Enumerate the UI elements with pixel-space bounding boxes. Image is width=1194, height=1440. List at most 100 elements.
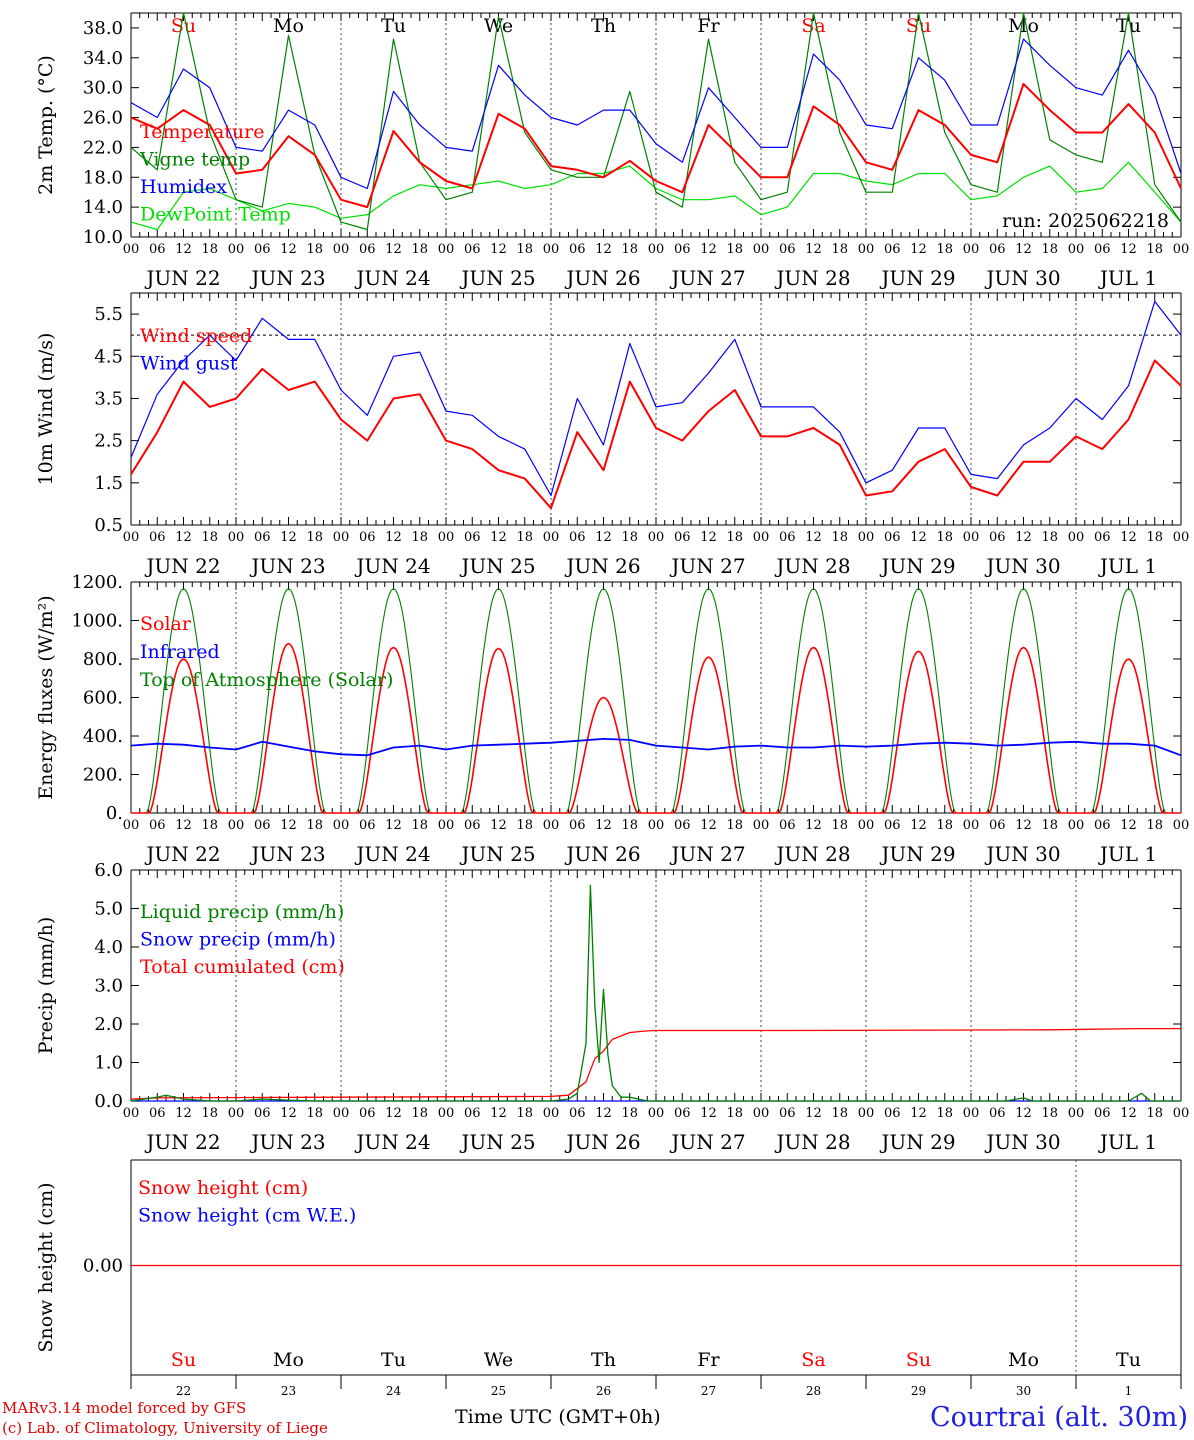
hour-tick-label: 00 — [858, 818, 875, 833]
y-tick-label: 10.0 — [83, 227, 123, 248]
hour-tick-label: 12 — [385, 242, 402, 257]
hour-tick-label: 18 — [621, 1106, 638, 1121]
hour-tick-label: 18 — [1146, 242, 1163, 257]
series-liquid-precip-mm-h- — [130, 884, 1181, 1102]
hour-tick-label: 18 — [1041, 1106, 1058, 1121]
hour-tick-label: 18 — [831, 530, 848, 545]
hour-tick-label: 06 — [254, 818, 271, 833]
hour-tick-label: 06 — [884, 1106, 901, 1121]
hour-tick-label: 00 — [963, 530, 980, 545]
hour-tick-label: 00 — [123, 818, 140, 833]
day-number-label: 25 — [491, 1384, 506, 1398]
hour-tick-label: 00 — [648, 530, 665, 545]
weekday-label: Mo — [273, 1349, 304, 1371]
y-tick-label: 22.0 — [83, 137, 123, 158]
hour-tick-label: 18 — [1041, 530, 1058, 545]
day-label: JUN 29 — [879, 554, 955, 578]
hour-tick-label: 12 — [385, 1106, 402, 1121]
hour-tick-label: 00 — [333, 242, 350, 257]
y-tick-label: 400. — [83, 726, 123, 747]
day-number-label: 30 — [1016, 1384, 1031, 1398]
y-axis-label: 10m Wind (m/s) — [35, 333, 57, 486]
lab-credit: (c) Lab. of Climatology, University of L… — [2, 1419, 328, 1437]
hour-tick-label: 18 — [936, 1106, 953, 1121]
series-total-cumulated-cm- — [130, 1027, 1181, 1100]
weekday-label: Mo — [1008, 1349, 1039, 1371]
legend-entry: DewPoint Temp — [140, 204, 291, 226]
hour-tick-label: 12 — [385, 530, 402, 545]
model-credit: MARv3.14 model forced by GFS — [2, 1399, 247, 1417]
hour-tick-label: 12 — [805, 1106, 822, 1121]
hour-tick-label: 06 — [149, 530, 166, 545]
hour-tick-label: 12 — [700, 1106, 717, 1121]
series-vigne-temp — [130, 12, 1182, 231]
hour-tick-label: 18 — [831, 818, 848, 833]
hour-tick-label: 06 — [989, 818, 1006, 833]
hour-tick-label: 18 — [411, 242, 428, 257]
hour-tick-label: 18 — [516, 242, 533, 257]
weekday-label: Th — [591, 15, 616, 37]
day-label: JUN 29 — [879, 266, 955, 290]
day-label: JUL 1 — [1098, 842, 1157, 866]
hour-tick-label: 18 — [621, 242, 638, 257]
weekday-label: We — [484, 1349, 513, 1371]
hour-tick-label: 18 — [726, 818, 743, 833]
hour-tick-label: 06 — [674, 242, 691, 257]
day-label: JUN 28 — [774, 554, 850, 578]
hour-tick-label: 00 — [228, 530, 245, 545]
legend-entry: Liquid precip (mm/h) — [140, 901, 344, 923]
hour-tick-label: 18 — [306, 530, 323, 545]
hour-tick-label: 18 — [936, 530, 953, 545]
hour-tick-label: 06 — [779, 1106, 796, 1121]
day-label: JUN 26 — [564, 554, 640, 578]
day-label: JUN 22 — [144, 554, 220, 578]
hour-tick-label: 06 — [884, 242, 901, 257]
day-label: JUN 28 — [774, 842, 850, 866]
hour-tick-label: 12 — [1015, 818, 1032, 833]
hour-tick-label: 18 — [831, 1106, 848, 1121]
hour-tick-label: 00 — [753, 530, 770, 545]
hour-tick-label: 06 — [464, 1106, 481, 1121]
y-tick-label: 2.5 — [94, 431, 123, 452]
hour-tick-label: 18 — [411, 1106, 428, 1121]
hour-tick-label: 06 — [779, 242, 796, 257]
y-tick-label: 5.0 — [94, 899, 123, 920]
hour-tick-label: 18 — [516, 1106, 533, 1121]
day-label: JUN 25 — [459, 266, 535, 290]
hour-tick-label: 06 — [989, 530, 1006, 545]
y-tick-label: 200. — [83, 765, 123, 786]
hour-tick-label: 12 — [910, 818, 927, 833]
hour-tick-label: 12 — [385, 818, 402, 833]
hour-tick-label: 06 — [569, 242, 586, 257]
hour-tick-label: 06 — [779, 818, 796, 833]
hour-tick-label: 18 — [201, 818, 218, 833]
hour-tick-label: 12 — [910, 242, 927, 257]
hour-tick-label: 12 — [1120, 818, 1137, 833]
day-label: JUN 28 — [774, 1130, 850, 1154]
y-tick-label: 30.0 — [83, 78, 123, 99]
legend-entry: Snow precip (mm/h) — [140, 929, 336, 951]
hour-tick-label: 18 — [936, 242, 953, 257]
day-label: JUL 1 — [1098, 266, 1157, 290]
hour-tick-label: 00 — [333, 530, 350, 545]
hour-tick-label: 06 — [149, 1106, 166, 1121]
legend-entry: Top of Atmosphere (Solar) — [140, 669, 393, 691]
hour-tick-label: 06 — [1094, 530, 1111, 545]
hour-tick-label: 12 — [805, 818, 822, 833]
series-infrared — [130, 738, 1182, 757]
day-label: JUN 24 — [354, 1130, 430, 1154]
hour-tick-label: 00 — [858, 1106, 875, 1121]
day-label: JUN 30 — [984, 266, 1060, 290]
hour-tick-label: 00 — [438, 530, 455, 545]
hour-tick-label: 18 — [201, 1106, 218, 1121]
hour-tick-label: 06 — [989, 242, 1006, 257]
hour-tick-label: 06 — [674, 1106, 691, 1121]
hour-tick-label: 06 — [359, 242, 376, 257]
hour-tick-label: 00 — [963, 242, 980, 257]
hour-tick-label: 12 — [595, 530, 612, 545]
day-label: JUN 30 — [984, 554, 1060, 578]
hour-tick-label: 18 — [306, 242, 323, 257]
hour-tick-label: 06 — [359, 530, 376, 545]
hour-tick-label: 06 — [359, 1106, 376, 1121]
day-label: JUN 29 — [879, 842, 955, 866]
